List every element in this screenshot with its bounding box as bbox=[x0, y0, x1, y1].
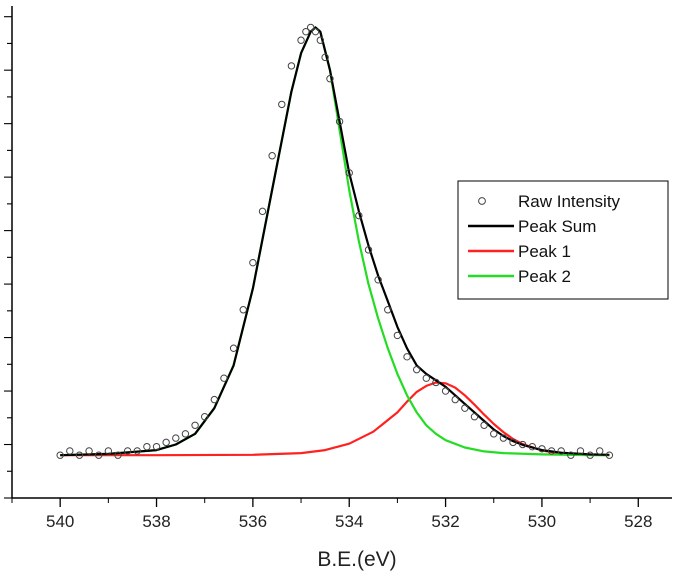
raw-intensity-point bbox=[220, 374, 228, 382]
legend-label: Peak 1 bbox=[518, 242, 571, 261]
raw-intensity-point bbox=[509, 438, 517, 447]
raw-intensity-point bbox=[528, 442, 536, 451]
raw-intensity-point bbox=[403, 353, 411, 361]
raw-intensity-point bbox=[326, 75, 334, 83]
raw-intensity-point bbox=[152, 442, 161, 451]
raw-intensity-point bbox=[422, 374, 431, 382]
raw-intensity-point bbox=[451, 395, 459, 404]
raw-intensity-point bbox=[441, 387, 450, 395]
raw-intensity-point bbox=[384, 306, 392, 314]
x-tick-label: 536 bbox=[239, 512, 267, 531]
raw-intensity-point bbox=[162, 438, 170, 447]
raw-intensity-point bbox=[490, 430, 498, 438]
raw-intensity-point bbox=[605, 451, 614, 459]
legend-label: Peak 2 bbox=[518, 267, 571, 286]
x-tick-label: 528 bbox=[624, 512, 652, 531]
x-tick-label: 540 bbox=[46, 512, 74, 531]
legend-label: Peak Sum bbox=[518, 217, 596, 236]
raw-intensity-point bbox=[143, 442, 151, 451]
raw-intensity-point bbox=[104, 447, 113, 455]
raw-intensity-point bbox=[95, 451, 103, 459]
x-axis-ticks: 540 538 536 534 532 530 528 bbox=[11, 498, 652, 531]
legend: Raw Intensity Peak Sum Peak 1 Peak 2 bbox=[457, 180, 669, 300]
raw-intensity-point bbox=[297, 36, 305, 44]
raw-intensity-point bbox=[374, 276, 382, 284]
legend-box bbox=[457, 180, 669, 300]
x-tick-label: 530 bbox=[528, 512, 556, 531]
raw-intensity-point bbox=[302, 27, 310, 36]
x-tick-label: 538 bbox=[142, 512, 170, 531]
raw-intensity-point bbox=[412, 365, 421, 374]
raw-intensity-point bbox=[229, 344, 238, 352]
raw-intensity-point bbox=[56, 451, 64, 459]
raw-intensity-point bbox=[321, 53, 329, 62]
raw-intensity-point bbox=[364, 246, 373, 254]
raw-intensity-point bbox=[75, 451, 84, 459]
raw-intensity-point bbox=[393, 331, 402, 340]
raw-intensity-point bbox=[239, 306, 247, 314]
raw-intensity-point bbox=[518, 440, 527, 449]
raw-intensity-point bbox=[191, 421, 199, 429]
raw-intensity-point bbox=[316, 36, 325, 44]
raw-intensity-point bbox=[547, 447, 556, 455]
raw-intensity-point bbox=[557, 447, 565, 455]
series-peak-1-line bbox=[60, 381, 610, 457]
raw-intensity-point bbox=[470, 413, 479, 421]
raw-intensity-point bbox=[355, 211, 363, 220]
raw-intensity-point bbox=[538, 445, 546, 453]
raw-intensity-point bbox=[114, 451, 122, 459]
raw-intensity-point bbox=[335, 117, 344, 126]
raw-intensity-point bbox=[210, 395, 219, 404]
raw-intensity-point bbox=[480, 421, 488, 429]
raw-intensity-point bbox=[586, 451, 594, 459]
raw-intensity-point bbox=[172, 434, 180, 442]
plot-frame bbox=[11, 6, 672, 499]
raw-intensity-point bbox=[268, 152, 276, 160]
raw-intensity-point bbox=[345, 169, 353, 177]
raw-intensity-point bbox=[133, 447, 141, 455]
raw-intensity-point bbox=[596, 447, 604, 455]
raw-intensity-point bbox=[311, 27, 320, 36]
raw-intensity-point bbox=[201, 413, 209, 421]
y-axis-ticks bbox=[4, 16, 12, 499]
raw-intensity-point bbox=[123, 447, 132, 455]
raw-intensity-point bbox=[306, 23, 315, 32]
series-layer bbox=[56, 23, 614, 459]
legend-swatch-marker bbox=[478, 197, 486, 205]
x-tick-label: 532 bbox=[431, 512, 459, 531]
series-peak-sum-line bbox=[60, 26, 610, 457]
x-axis-title: B.E.(eV) bbox=[317, 548, 396, 571]
raw-intensity-point bbox=[249, 258, 257, 267]
x-tick-label: 534 bbox=[335, 512, 363, 531]
raw-intensity-point bbox=[461, 404, 469, 412]
legend-label: Raw Intensity bbox=[518, 192, 621, 211]
raw-intensity-point bbox=[66, 447, 74, 455]
raw-intensity-point bbox=[499, 434, 508, 442]
raw-intensity-point bbox=[85, 447, 93, 455]
raw-intensity-point bbox=[576, 447, 585, 455]
raw-intensity-point bbox=[432, 378, 440, 387]
raw-intensity-point bbox=[287, 62, 296, 70]
raw-intensity-point bbox=[258, 207, 267, 216]
raw-intensity-point bbox=[278, 100, 286, 109]
raw-intensity-point bbox=[567, 451, 575, 459]
raw-intensity-point bbox=[181, 430, 190, 438]
